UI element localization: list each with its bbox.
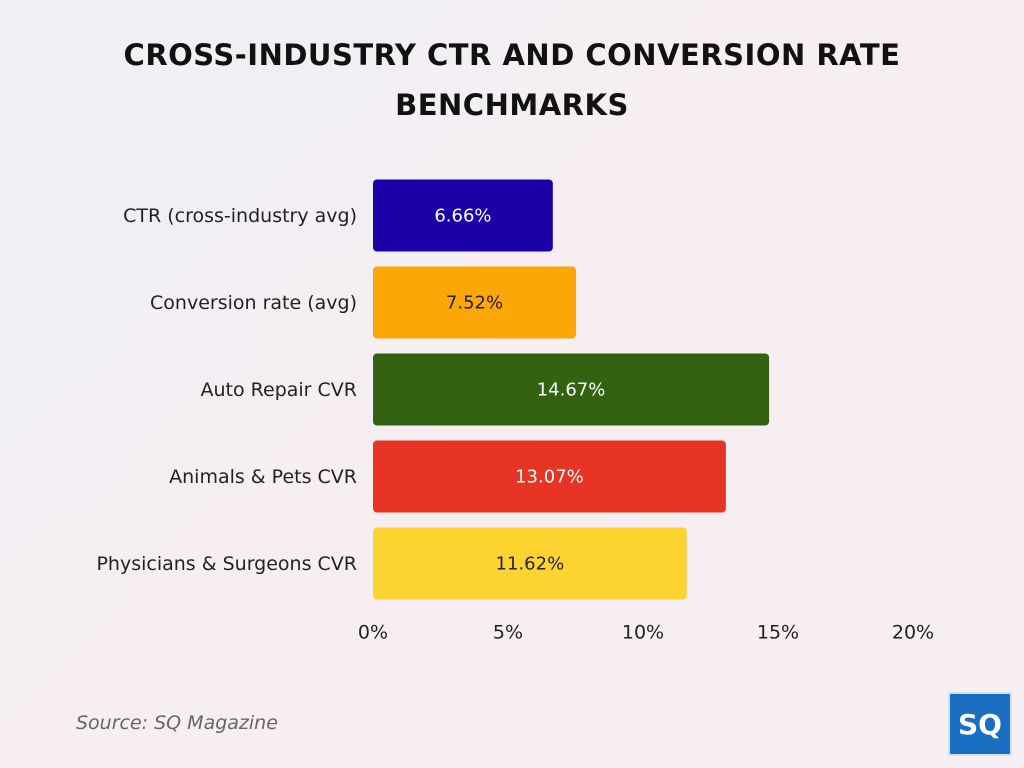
x-tick-label: 15% <box>757 622 799 644</box>
bar <box>373 266 577 339</box>
x-tick-label: 0% <box>358 622 388 644</box>
value-label: 14.67% <box>537 380 606 401</box>
value-label: 13.07% <box>515 467 584 488</box>
value-label: 11.62% <box>496 554 565 575</box>
bar <box>373 527 687 600</box>
y-tick-label: Auto Repair CVR <box>201 379 358 401</box>
logo: SQ <box>948 692 1012 756</box>
bar <box>373 179 553 252</box>
bar <box>373 440 726 513</box>
bar <box>373 353 770 426</box>
x-tick-label: 20% <box>892 622 934 644</box>
x-tick-label: 10% <box>622 622 664 644</box>
y-tick-label: Animals & Pets CVR <box>169 466 357 488</box>
value-label: 6.66% <box>434 206 491 227</box>
y-tick-label: Conversion rate (avg) <box>150 292 357 314</box>
value-label: 7.52% <box>446 293 503 314</box>
x-tick-label: 5% <box>493 622 523 644</box>
chart-title: CROSS-INDUSTRY CTR AND CONVERSION RATE B… <box>123 38 901 122</box>
y-tick-label: CTR (cross-industry avg) <box>123 205 357 227</box>
source-note: Source: SQ Magazine <box>76 712 278 734</box>
y-tick-label: Physicians & Surgeons CVR <box>96 553 357 575</box>
